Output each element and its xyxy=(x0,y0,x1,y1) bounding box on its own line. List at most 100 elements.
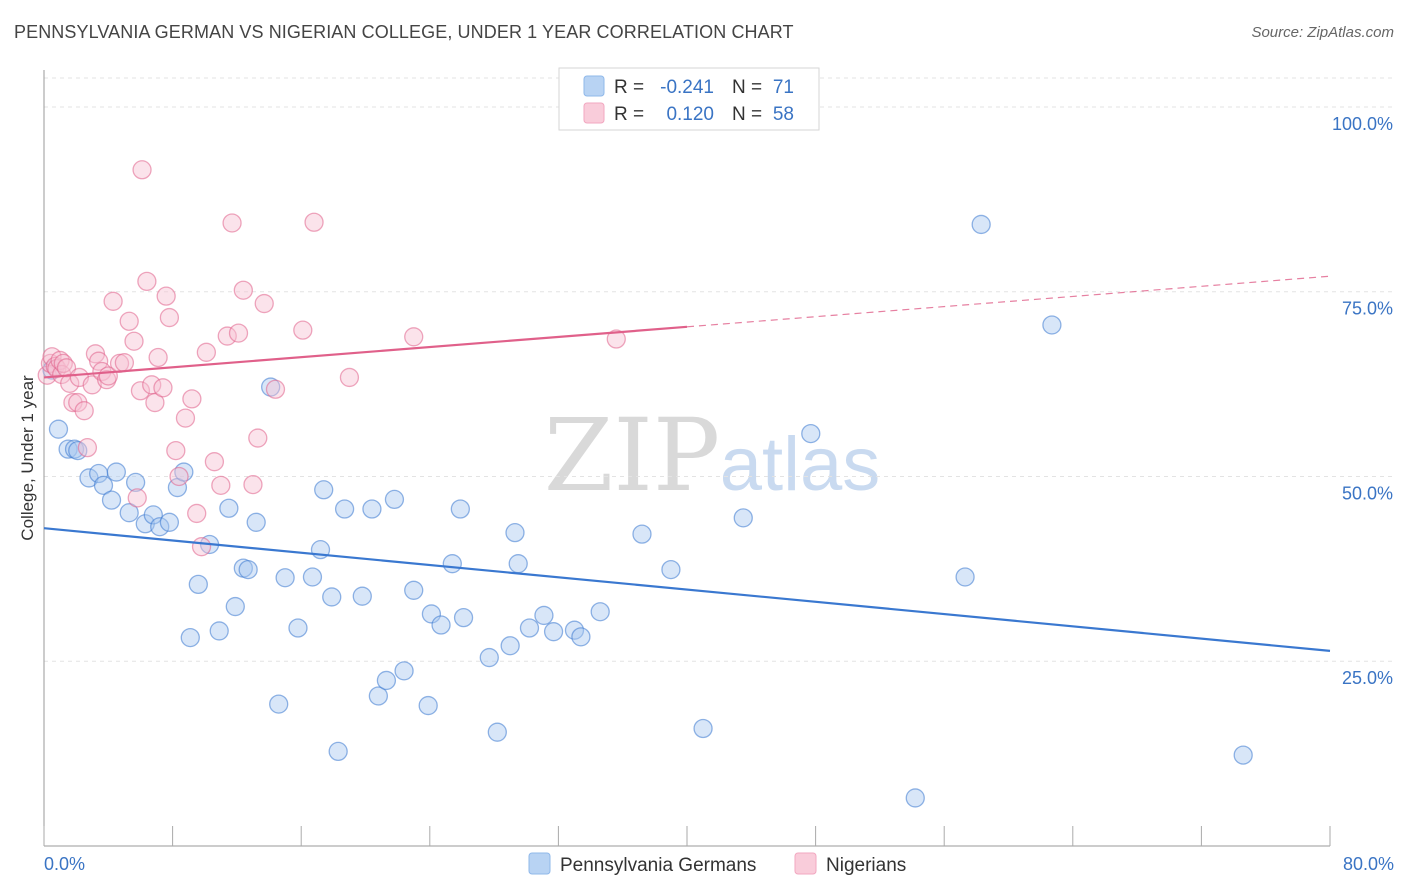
data-point xyxy=(519,618,540,638)
data-point xyxy=(304,212,324,232)
data-point xyxy=(119,503,139,523)
data-point xyxy=(196,342,217,362)
data-point xyxy=(265,379,286,399)
data-point xyxy=(733,508,753,528)
data-point xyxy=(1233,745,1253,765)
data-point xyxy=(571,627,591,647)
trend-line-solid xyxy=(43,325,688,379)
trend-lines xyxy=(43,275,1331,652)
stats-legend-n-label-pennsylvania: N = xyxy=(732,77,762,98)
data-point xyxy=(82,375,102,395)
data-point xyxy=(222,213,242,233)
data-point xyxy=(376,670,397,691)
watermark-atlas: atlas xyxy=(720,422,881,507)
y-axis-label: College, Under 1 year xyxy=(18,375,37,541)
data-point xyxy=(248,428,268,448)
data-point xyxy=(228,323,249,343)
data-point xyxy=(661,559,681,580)
data-point xyxy=(534,605,554,626)
data-point xyxy=(209,621,229,641)
data-point xyxy=(182,389,202,409)
y-tick-label: 100.0% xyxy=(1332,114,1393,134)
data-point xyxy=(77,438,98,458)
x-tick-labels: 0.0% 80.0% xyxy=(44,854,1394,874)
chart-title: PENNSYLVANIA GERMAN VS NIGERIAN COLLEGE,… xyxy=(14,22,794,42)
data-point xyxy=(145,392,165,413)
x-tick-label-min: 0.0% xyxy=(44,854,85,874)
data-point xyxy=(431,615,451,635)
stats-legend-n-value-pennsylvania: 71 xyxy=(773,77,794,98)
legend-swatch-nigerians xyxy=(794,852,817,875)
data-point xyxy=(450,499,470,519)
stats-legend-r-value-nigerians: 0.120 xyxy=(666,104,714,125)
data-point xyxy=(101,490,122,510)
data-point xyxy=(971,214,991,235)
data-point xyxy=(93,475,114,495)
data-point xyxy=(225,596,245,617)
trend-line xyxy=(43,527,1331,652)
data-point xyxy=(508,554,528,574)
source-label: Source: ZipAtlas.com xyxy=(1251,24,1394,41)
stats-legend: R = -0.241 N = 71 R = 0.120 N = 58 xyxy=(558,67,820,131)
data-point xyxy=(148,347,168,368)
data-point xyxy=(322,587,342,607)
stats-legend-swatch-pennsylvania xyxy=(583,75,605,97)
trend-line-dashed xyxy=(686,275,1331,328)
data-point xyxy=(606,329,626,349)
data-point xyxy=(328,741,348,762)
data-point xyxy=(119,311,139,331)
data-point xyxy=(150,517,170,537)
data-point xyxy=(632,524,652,544)
data-point xyxy=(188,574,208,595)
data-point xyxy=(368,686,389,706)
data-point xyxy=(442,554,462,574)
data-point xyxy=(479,647,499,668)
y-tick-label: 75.0% xyxy=(1342,299,1393,319)
data-point xyxy=(500,636,520,656)
data-point xyxy=(404,580,424,600)
stats-legend-r-label-nigerians: R = xyxy=(614,104,644,125)
data-point xyxy=(293,320,313,340)
data-point xyxy=(269,694,289,714)
data-point xyxy=(175,408,196,428)
stats-legend-r-label-pennsylvania: R = xyxy=(614,77,644,98)
data-point xyxy=(543,622,564,642)
data-point xyxy=(124,331,144,351)
axes xyxy=(43,70,1331,847)
stats-legend-n-value-nigerians: 58 xyxy=(773,104,794,125)
data-point xyxy=(384,489,405,510)
data-point xyxy=(127,488,147,508)
data-point xyxy=(106,462,126,482)
data-point xyxy=(74,401,94,421)
data-point xyxy=(204,452,225,472)
data-point xyxy=(169,466,189,487)
data-point xyxy=(288,618,308,638)
data-point xyxy=(103,291,123,311)
data-point xyxy=(334,499,355,519)
data-point xyxy=(505,522,525,543)
data-point xyxy=(58,439,78,459)
data-point xyxy=(1042,315,1062,335)
data-point xyxy=(590,602,610,622)
data-point xyxy=(211,475,231,495)
data-point xyxy=(132,160,152,180)
data-point xyxy=(191,537,212,557)
y-tick-label: 25.0% xyxy=(1342,668,1393,688)
x-tick-label-max: 80.0% xyxy=(1343,854,1394,874)
data-point xyxy=(453,607,474,628)
data-point xyxy=(166,440,186,461)
data-point xyxy=(48,419,69,439)
data-point xyxy=(130,381,151,401)
data-point xyxy=(905,788,925,808)
data-point xyxy=(217,326,237,346)
data-point xyxy=(187,503,207,524)
data-point xyxy=(801,423,821,444)
watermark-zip: ZIP xyxy=(544,397,720,514)
data-point xyxy=(238,559,258,580)
data-point xyxy=(246,512,266,532)
data-point xyxy=(233,280,253,300)
data-point xyxy=(362,499,382,519)
y-tick-labels: 25.0% 50.0% 75.0% 100.0% xyxy=(1332,114,1393,688)
data-point xyxy=(153,378,173,398)
